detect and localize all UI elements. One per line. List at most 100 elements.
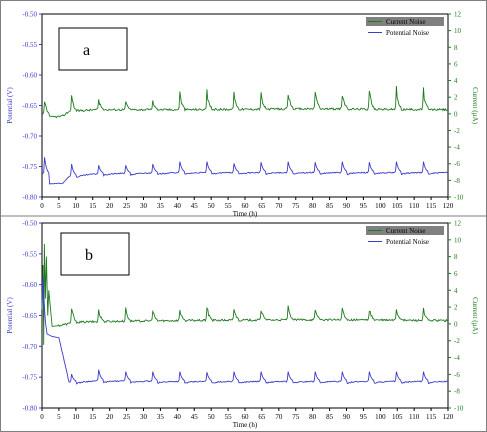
x-tick-label: 45 (191, 413, 199, 421)
x-tick-label: 85 (326, 413, 334, 421)
x-tick-label: 105 (392, 202, 403, 210)
y-left-tick-label: -0.55 (22, 250, 37, 258)
x-tick-label: 5 (57, 413, 61, 421)
panel-label-box (60, 232, 130, 276)
panel-label-box (58, 27, 128, 71)
x-tick-label: 80 (309, 413, 317, 421)
x-tick-label: 70 (275, 413, 283, 421)
y-right-tick-label: 0 (454, 110, 458, 118)
x-tick-label: 50 (208, 413, 216, 421)
x-tick-label: 15 (89, 413, 97, 421)
x-tick-label: 80 (309, 202, 317, 210)
x-tick-label: 40 (174, 202, 182, 210)
x-tick-label: 115 (426, 202, 437, 210)
y-right-tick-label: 4 (454, 77, 458, 85)
y-right-tick-label: 6 (454, 270, 458, 278)
x-tick-label: 85 (326, 202, 334, 210)
y-right-tick-label: -2 (454, 127, 460, 135)
x-tick-label: 120 (443, 202, 454, 210)
panel-label: b (85, 247, 93, 264)
panel-a: 0 5 10 15 20 25 30 35 40 45 50 55 60 65 70 75 80 85 90 95 10… (6, 11, 479, 219)
y-left-tick-label: -0.70 (22, 133, 37, 141)
x-tick-label: 30 (140, 202, 148, 210)
y-left-tick-label: -0.65 (22, 102, 37, 110)
y-right-tick-label: -10 (454, 405, 464, 413)
x-tick-label: 115 (426, 413, 437, 421)
x-tick-label: 95 (360, 202, 368, 210)
x-tick-label: 75 (292, 202, 300, 210)
x-tick-label: 110 (409, 202, 420, 210)
y-right-tick-label: -8 (454, 388, 460, 396)
x-tick-label: 75 (292, 413, 300, 421)
panel-label: a (83, 42, 90, 59)
x-tick-label: 90 (343, 202, 351, 210)
y-right-tick-label: 2 (454, 304, 458, 312)
x-tick-label: 5 (57, 202, 61, 210)
potential-noise-line (41, 157, 449, 185)
x-tick-label: 120 (443, 413, 454, 421)
y-right-tick-label: -8 (454, 177, 460, 185)
x-tick-label: 25 (123, 413, 131, 421)
y-left-tick-label: -0.50 (22, 11, 37, 19)
legend-highlight (366, 17, 444, 26)
x-tick-label: 35 (157, 202, 165, 210)
y-left-tick-label: -0.70 (22, 343, 37, 351)
x-tick-label: 15 (89, 202, 97, 210)
x-tick-label: 45 (191, 202, 199, 210)
y-right-tick-label: 10 (454, 236, 462, 244)
y-left-tick-label: -0.75 (22, 163, 37, 171)
x-tick-label: 30 (140, 413, 148, 421)
x-tick-label: 55 (225, 202, 233, 210)
y-left-tick-label: -0.80 (22, 194, 37, 202)
y-right-tick-label: 8 (454, 44, 458, 52)
x-tick-label: 110 (409, 413, 420, 421)
x-tick-label: 65 (258, 413, 266, 421)
current-noise-line (41, 85, 449, 119)
x-tick-label: 20 (106, 413, 114, 421)
y-right-tick-label: 12 (454, 220, 462, 228)
legend-entry: Potential Noise (386, 238, 429, 246)
y-left-tick-label: -0.75 (22, 374, 37, 382)
y-right-tick-label: -2 (454, 337, 460, 345)
y-left-axis-label: Potential (V) (6, 297, 14, 334)
legend-entry: Current Noise (386, 227, 425, 235)
x-tick-label: 60 (242, 413, 250, 421)
legend-entry: Current Noise (386, 18, 425, 26)
x-tick-label: 100 (375, 413, 386, 421)
x-tick-label: 60 (242, 202, 250, 210)
current-noise-line (41, 244, 449, 345)
y-right-tick-label: 2 (454, 94, 458, 102)
potential-noise-line (41, 275, 449, 385)
x-axis-label: Time (h) (233, 210, 258, 218)
y-left-tick-label: -0.60 (22, 281, 37, 289)
x-tick-label: 100 (375, 202, 386, 210)
y-left-tick-label: -0.55 (22, 41, 37, 49)
x-tick-label: 0 (40, 202, 44, 210)
legend-entry: Potential Noise (386, 29, 429, 37)
y-left-tick-label: -0.65 (22, 312, 37, 320)
legend-highlight (366, 226, 444, 235)
y-right-axis-label: Current (µA) (471, 297, 479, 335)
x-tick-label: 35 (157, 413, 165, 421)
y-right-tick-label: -6 (454, 371, 460, 379)
x-axis-label: Time (h) (233, 421, 258, 429)
x-tick-label: 10 (72, 202, 80, 210)
y-right-tick-label: 4 (454, 287, 458, 295)
x-tick-label: 0 (40, 413, 44, 421)
y-left-tick-label: -0.80 (22, 405, 37, 413)
y-right-tick-label: 0 (454, 320, 458, 328)
x-tick-label: 70 (275, 202, 283, 210)
y-right-tick-label: -6 (454, 160, 460, 168)
y-left-axis-label: Potential (V) (6, 87, 14, 124)
y-left-tick-label: -0.60 (22, 72, 37, 80)
x-tick-label: 40 (174, 413, 182, 421)
panel-b: 0 5 10 15 20 25 30 35 40 45 50 55 60 65 70 75 80 85 90 95 10… (6, 220, 479, 430)
y-left-tick-label: -0.50 (22, 220, 37, 228)
x-tick-label: 50 (208, 202, 216, 210)
x-tick-label: 65 (258, 202, 266, 210)
y-right-tick-label: 6 (454, 60, 458, 68)
x-tick-label: 95 (360, 413, 368, 421)
x-tick-label: 55 (225, 413, 233, 421)
x-tick-label: 105 (392, 413, 403, 421)
